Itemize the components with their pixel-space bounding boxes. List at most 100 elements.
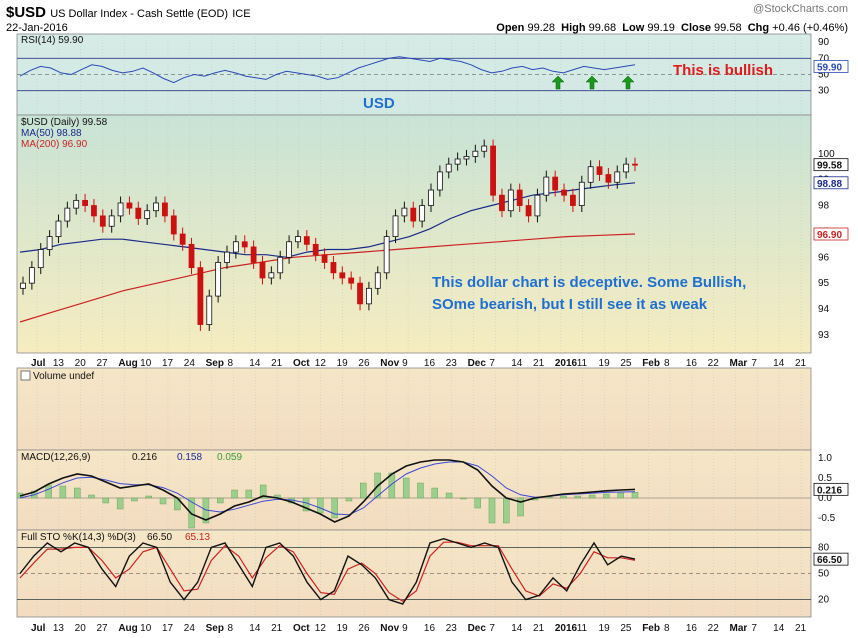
- candle: [357, 282, 363, 305]
- x-axis-label: 13: [53, 358, 65, 369]
- macd-histogram-bar: [131, 497, 138, 502]
- candle: [153, 202, 159, 212]
- x-axis-label: 8: [227, 358, 233, 369]
- candle: [587, 166, 594, 183]
- candle: [99, 215, 106, 227]
- rsi-tick-label: 30: [818, 86, 830, 97]
- candle: [410, 207, 417, 222]
- macd-histogram-bar: [388, 472, 396, 499]
- candle: [188, 243, 195, 269]
- macd-signal-line: [19, 461, 636, 516]
- x-axis-label-lower: Feb: [642, 623, 660, 634]
- price-tick-label: 95: [818, 278, 830, 289]
- candle: [543, 176, 550, 196]
- candle: [37, 249, 44, 269]
- x-axis-label-lower: Nov: [380, 623, 399, 634]
- x-axis-label-lower: 14: [773, 623, 785, 634]
- ma200-line: [19, 233, 636, 323]
- x-axis-label-lower: 11: [577, 623, 588, 634]
- rsi-line: [19, 56, 636, 84]
- x-axis-label: 21: [533, 358, 545, 369]
- macd-current-value-box: [813, 482, 849, 496]
- candle: [481, 145, 488, 152]
- candle: [117, 202, 124, 217]
- candle: [286, 241, 292, 258]
- price-legend: $USD (Daily) 99.58: [21, 117, 108, 128]
- macd-histogram-bar: [431, 487, 438, 499]
- candle: [570, 194, 576, 206]
- x-axis-label: 17: [162, 358, 174, 369]
- stochastic-d-line: [19, 541, 636, 603]
- rsi-current-value-box: [813, 60, 849, 73]
- candle: [321, 254, 328, 263]
- volume-panel: [16, 367, 812, 451]
- macd-histogram-bar: [159, 497, 167, 505]
- x-axis-label-lower: 2016: [555, 623, 578, 634]
- close-value: 99.58: [714, 22, 742, 34]
- candle: [516, 189, 523, 206]
- open-label: Open: [496, 22, 525, 34]
- x-axis-label: Oct: [293, 358, 310, 369]
- candle: [366, 287, 372, 305]
- price-value-label: 99.58: [817, 161, 842, 172]
- candle: [277, 256, 284, 274]
- x-axis-label-lower: 8: [664, 623, 670, 634]
- volume-toggle-icon: [20, 370, 31, 381]
- stochastic-current-value: 66.50: [817, 555, 842, 566]
- candle: [401, 207, 408, 217]
- candle: [82, 199, 88, 206]
- candle: [605, 174, 612, 183]
- stochastic-k-line: [19, 537, 636, 605]
- x-axis-label-lower: 19: [599, 623, 611, 634]
- x-axis-label: 19: [599, 358, 611, 369]
- x-axis-label-lower: 25: [620, 623, 632, 634]
- candle: [215, 262, 222, 297]
- x-axis-label-lower: 16: [424, 623, 436, 634]
- x-axis-label: Feb: [642, 358, 660, 369]
- candle: [339, 272, 346, 279]
- rsi-tick-label: 50: [818, 70, 830, 81]
- candle: [206, 295, 213, 325]
- candle: [73, 199, 80, 209]
- macd-histogram-bar: [460, 497, 467, 500]
- x-axis-label: Aug: [118, 358, 137, 369]
- price-value-label-box: [813, 158, 849, 172]
- x-axis-label: 7: [751, 358, 757, 369]
- candle: [295, 236, 301, 243]
- candle: [507, 189, 514, 212]
- rsi-current-value: 59.90: [817, 62, 842, 73]
- macd-histogram-bar: [474, 497, 481, 509]
- x-axis-label: 10: [140, 358, 152, 369]
- x-axis-label-lower: 20: [75, 623, 87, 634]
- macd-histogram-bar: [45, 484, 52, 499]
- green-up-arrow-icon: [621, 75, 635, 90]
- candle: [348, 277, 355, 284]
- price-value-label: 96.90: [817, 230, 842, 241]
- x-axis-label-lower: 27: [96, 623, 108, 634]
- candle: [383, 236, 390, 274]
- rsi-legend: RSI(14) 59.90: [21, 35, 84, 46]
- macd-histogram-bar: [345, 497, 353, 502]
- x-axis-label: 2016: [555, 358, 578, 369]
- x-axis-label-lower: 21: [271, 623, 283, 634]
- candle: [463, 155, 470, 160]
- usd-annotation: USD: [363, 95, 395, 112]
- candle: [46, 236, 53, 250]
- stochastic-legend: 65.13: [185, 532, 210, 543]
- green-up-arrow-icon: [585, 75, 599, 90]
- candle: [268, 272, 275, 279]
- stochastic-legend: 66.50: [147, 532, 172, 543]
- x-axis-label-lower: Mar: [730, 623, 748, 634]
- x-axis-label: 22: [708, 358, 720, 369]
- x-axis-label-lower: 17: [162, 623, 174, 634]
- candle: [330, 262, 337, 274]
- ohlc-readout: Open 99.28 High 99.68 Low 99.19 Close 99…: [496, 22, 848, 34]
- x-axis-label: 14: [773, 358, 785, 369]
- stochastic-tick-label: 20: [818, 595, 830, 606]
- macd-histogram-bar: [545, 496, 553, 499]
- x-axis-label-lower: 21: [795, 623, 807, 634]
- low-label: Low: [622, 22, 645, 34]
- x-axis-label-lower: Dec: [468, 623, 487, 634]
- x-axis-label-lower: 8: [227, 623, 233, 634]
- macd-histogram-bar: [74, 487, 81, 499]
